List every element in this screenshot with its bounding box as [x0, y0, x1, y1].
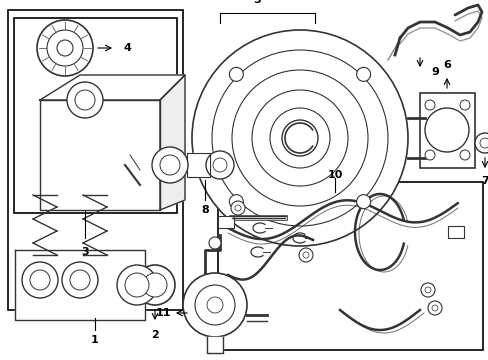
Text: 10: 10 — [326, 170, 342, 180]
Circle shape — [231, 70, 367, 206]
Circle shape — [459, 100, 469, 110]
Circle shape — [298, 248, 312, 262]
Bar — [447, 226, 463, 238]
Polygon shape — [40, 100, 160, 210]
Polygon shape — [206, 337, 223, 353]
Circle shape — [213, 158, 226, 172]
Text: 4: 4 — [123, 43, 131, 53]
Circle shape — [230, 201, 244, 215]
Circle shape — [205, 151, 234, 179]
Circle shape — [183, 273, 246, 337]
Circle shape — [356, 67, 370, 81]
Circle shape — [251, 90, 347, 186]
Circle shape — [62, 262, 98, 298]
Text: 2: 2 — [151, 330, 159, 340]
Bar — [8, 10, 183, 310]
Circle shape — [424, 100, 434, 110]
Circle shape — [195, 285, 235, 325]
Circle shape — [22, 262, 58, 298]
Text: 9: 9 — [430, 67, 438, 77]
Polygon shape — [40, 75, 184, 100]
Circle shape — [459, 150, 469, 160]
Text: 11: 11 — [155, 308, 170, 318]
Circle shape — [431, 305, 437, 311]
Circle shape — [424, 150, 434, 160]
Polygon shape — [160, 75, 184, 210]
Circle shape — [424, 287, 430, 293]
Circle shape — [269, 108, 329, 168]
Circle shape — [70, 270, 90, 290]
Circle shape — [47, 30, 83, 66]
Bar — [218, 216, 234, 228]
Text: 5: 5 — [253, 0, 260, 5]
Text: 6: 6 — [442, 60, 450, 70]
Circle shape — [57, 40, 73, 56]
Text: 1: 1 — [91, 335, 99, 345]
Circle shape — [75, 90, 95, 110]
Circle shape — [303, 252, 308, 258]
Circle shape — [235, 205, 241, 211]
Bar — [218, 182, 482, 350]
Circle shape — [152, 147, 187, 183]
Circle shape — [212, 50, 387, 226]
Bar — [14, 18, 177, 213]
Circle shape — [142, 273, 167, 297]
Circle shape — [474, 133, 488, 153]
Circle shape — [427, 301, 441, 315]
Circle shape — [37, 20, 93, 76]
Circle shape — [160, 155, 180, 175]
Text: 7: 7 — [480, 176, 488, 186]
Circle shape — [356, 195, 370, 209]
Circle shape — [67, 82, 103, 118]
Circle shape — [135, 265, 175, 305]
Bar — [419, 93, 474, 168]
Polygon shape — [15, 250, 145, 320]
Circle shape — [117, 265, 157, 305]
Circle shape — [208, 237, 221, 249]
Text: 8: 8 — [201, 205, 208, 215]
Text: 3: 3 — [81, 247, 89, 257]
Circle shape — [420, 283, 434, 297]
Circle shape — [229, 195, 243, 209]
Circle shape — [229, 67, 243, 81]
Circle shape — [282, 120, 317, 156]
Polygon shape — [186, 153, 209, 177]
Circle shape — [125, 273, 149, 297]
Circle shape — [192, 30, 407, 246]
Circle shape — [424, 108, 468, 152]
Circle shape — [30, 270, 50, 290]
Circle shape — [479, 138, 488, 148]
Circle shape — [206, 297, 223, 313]
